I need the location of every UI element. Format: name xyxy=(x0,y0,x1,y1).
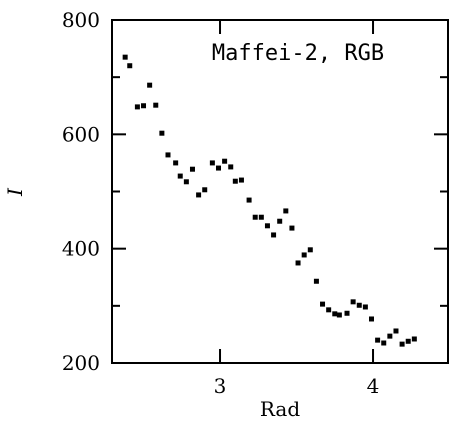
data-point xyxy=(134,104,140,110)
data-point xyxy=(209,160,215,166)
data-point xyxy=(165,152,171,158)
y-tick-label: 800 xyxy=(62,8,100,32)
data-point xyxy=(246,197,252,203)
data-point xyxy=(393,328,399,334)
data-point xyxy=(332,311,338,317)
y-axis-label: I xyxy=(3,187,27,197)
data-point xyxy=(313,278,319,284)
data-point xyxy=(153,102,159,108)
data-point xyxy=(375,337,381,343)
data-point xyxy=(127,63,133,69)
data-point xyxy=(147,82,153,88)
data-point xyxy=(336,312,342,318)
x-axis-label: Rad xyxy=(260,397,300,421)
data-point xyxy=(350,299,356,305)
chart-title: Maffei-2, RGB xyxy=(212,41,384,66)
y-tick-label: 600 xyxy=(62,122,100,146)
y-tick-label: 200 xyxy=(62,351,100,375)
x-tick-label: 4 xyxy=(367,374,380,398)
data-point xyxy=(238,177,244,183)
data-point xyxy=(264,223,270,229)
x-tick-label: 3 xyxy=(214,374,227,398)
data-point xyxy=(387,333,393,339)
plot-frame xyxy=(111,19,449,364)
data-point xyxy=(222,158,228,164)
data-point xyxy=(405,338,411,344)
data-point xyxy=(202,187,208,193)
data-point xyxy=(228,164,234,170)
data-point xyxy=(196,192,202,198)
data-point xyxy=(159,130,165,136)
data-point xyxy=(215,165,221,171)
data-point xyxy=(141,103,147,109)
data-point xyxy=(283,208,289,214)
data-point xyxy=(258,214,264,220)
data-point xyxy=(183,179,189,185)
data-point xyxy=(232,178,238,184)
data-point xyxy=(173,160,179,166)
data-point xyxy=(368,316,374,322)
data-point xyxy=(252,214,258,220)
data-point xyxy=(320,301,326,307)
data-point xyxy=(301,252,307,258)
data-point xyxy=(189,166,195,172)
data-point xyxy=(399,341,405,347)
data-point xyxy=(326,307,332,313)
data-point xyxy=(177,173,183,179)
y-tick-label: 400 xyxy=(62,237,100,261)
data-point xyxy=(344,310,350,316)
data-point xyxy=(362,304,368,310)
data-point xyxy=(411,336,417,342)
data-point xyxy=(307,247,313,253)
data-point xyxy=(122,54,128,60)
data-point xyxy=(271,232,277,238)
data-point xyxy=(381,340,387,346)
data-point xyxy=(295,260,301,266)
data-point xyxy=(277,218,283,224)
data-point xyxy=(356,302,362,308)
data-point xyxy=(289,225,295,231)
